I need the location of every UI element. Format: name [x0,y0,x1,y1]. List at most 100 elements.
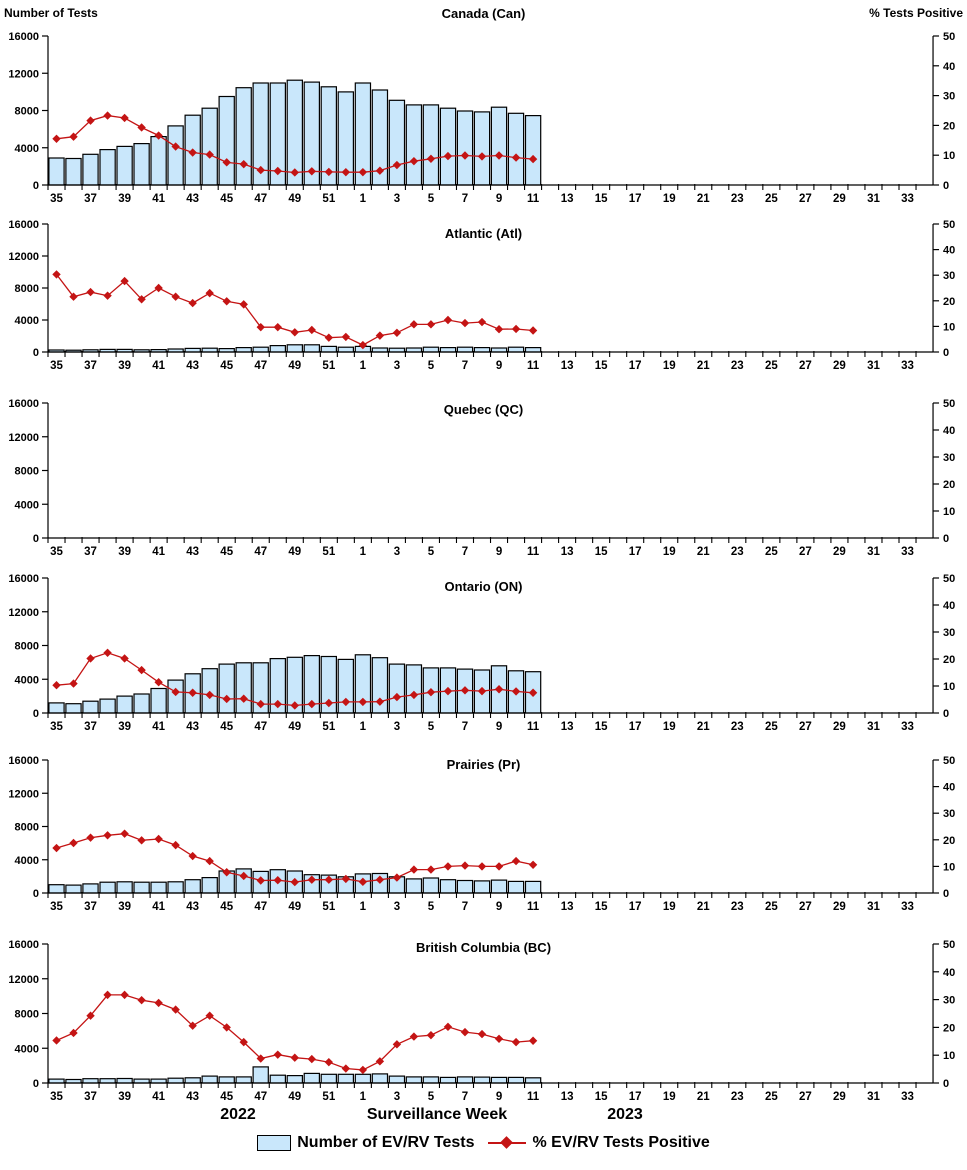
svg-text:23: 23 [731,1091,744,1103]
svg-text:33: 33 [901,546,914,558]
svg-text:16000: 16000 [8,573,39,585]
svg-text:7: 7 [462,721,468,733]
svg-text:12000: 12000 [8,68,39,80]
svg-text:40: 40 [943,425,955,437]
svg-text:12000: 12000 [8,974,39,986]
svg-text:5: 5 [428,901,435,913]
svg-text:23: 23 [731,193,744,205]
svg-text:0: 0 [943,1078,949,1090]
svg-text:19: 19 [663,721,676,733]
svg-text:11: 11 [527,193,540,205]
svg-text:19: 19 [663,1091,676,1103]
svg-text:1: 1 [360,1091,367,1103]
svg-text:13: 13 [561,721,574,733]
svg-text:45: 45 [220,360,233,372]
svg-text:11: 11 [527,1091,540,1103]
svg-text:15: 15 [595,193,608,205]
svg-text:31: 31 [867,721,880,733]
svg-text:10: 10 [943,321,955,333]
bar-swatch-icon [257,1135,292,1151]
svg-text:0: 0 [33,180,39,192]
svg-text:45: 45 [220,1091,233,1103]
svg-text:39: 39 [118,546,131,558]
svg-text:35: 35 [50,1091,63,1103]
svg-text:37: 37 [84,193,97,205]
svg-text:8000: 8000 [15,283,39,295]
svg-text:21: 21 [697,360,710,372]
svg-text:41: 41 [152,1091,165,1103]
svg-text:49: 49 [288,193,301,205]
svg-text:47: 47 [254,360,267,372]
svg-text:23: 23 [731,546,744,558]
svg-text:27: 27 [799,193,812,205]
svg-text:0: 0 [943,180,949,192]
svg-text:5: 5 [428,360,435,372]
svg-text:9: 9 [496,901,502,913]
svg-text:29: 29 [833,1091,846,1103]
svg-text:1: 1 [360,901,367,913]
svg-text:20: 20 [943,654,955,666]
svg-text:0: 0 [943,533,949,545]
line-marker-icon [488,1136,527,1149]
svg-text:30: 30 [943,91,955,103]
svg-text:51: 51 [322,546,335,558]
svg-text:8000: 8000 [15,822,39,834]
svg-text:1: 1 [360,360,367,372]
svg-text:0: 0 [33,888,39,900]
svg-text:20: 20 [943,1022,955,1034]
svg-text:0: 0 [33,533,39,545]
svg-text:50: 50 [943,31,955,43]
year-label-2023: 2023 [607,1106,643,1123]
svg-text:30: 30 [943,995,955,1007]
svg-text:13: 13 [561,193,574,205]
svg-text:25: 25 [765,901,778,913]
svg-text:45: 45 [220,546,233,558]
svg-text:45: 45 [220,901,233,913]
svg-text:40: 40 [943,61,955,73]
svg-text:15: 15 [595,546,608,558]
svg-text:40: 40 [943,245,955,257]
svg-text:17: 17 [629,546,642,558]
svg-text:39: 39 [118,360,131,372]
svg-text:20: 20 [943,296,955,308]
svg-text:0: 0 [33,347,39,359]
svg-text:10: 10 [943,150,955,162]
svg-text:12000: 12000 [8,432,39,444]
svg-text:5: 5 [428,721,435,733]
svg-text:16000: 16000 [8,755,39,767]
svg-text:43: 43 [186,360,199,372]
svg-text:16000: 16000 [8,398,39,410]
svg-text:33: 33 [901,901,914,913]
svg-text:50: 50 [943,398,955,410]
svg-text:51: 51 [322,1091,335,1103]
svg-text:7: 7 [462,193,468,205]
svg-text:23: 23 [731,360,744,372]
svg-text:40: 40 [943,782,955,794]
svg-text:15: 15 [595,1091,608,1103]
svg-text:51: 51 [322,193,335,205]
svg-text:5: 5 [428,1091,435,1103]
svg-text:50: 50 [943,939,955,951]
svg-text:0: 0 [943,708,949,720]
svg-text:4000: 4000 [15,143,39,155]
svg-text:3: 3 [394,546,400,558]
svg-text:29: 29 [833,546,846,558]
svg-text:41: 41 [152,546,165,558]
svg-text:3: 3 [394,721,400,733]
svg-text:12000: 12000 [8,251,39,263]
svg-text:19: 19 [663,360,676,372]
legend-item-positive: % EV/RV Tests Positive [488,1134,710,1152]
svg-text:23: 23 [731,721,744,733]
svg-text:4000: 4000 [15,499,39,511]
svg-text:31: 31 [867,1091,880,1103]
svg-text:3: 3 [394,901,400,913]
svg-text:17: 17 [629,1091,642,1103]
svg-text:21: 21 [697,193,710,205]
svg-text:20: 20 [943,835,955,847]
svg-text:7: 7 [462,360,468,372]
svg-text:30: 30 [943,270,955,282]
svg-text:39: 39 [118,1091,131,1103]
svg-text:0: 0 [943,347,949,359]
svg-text:3: 3 [394,1091,400,1103]
svg-text:37: 37 [84,721,97,733]
